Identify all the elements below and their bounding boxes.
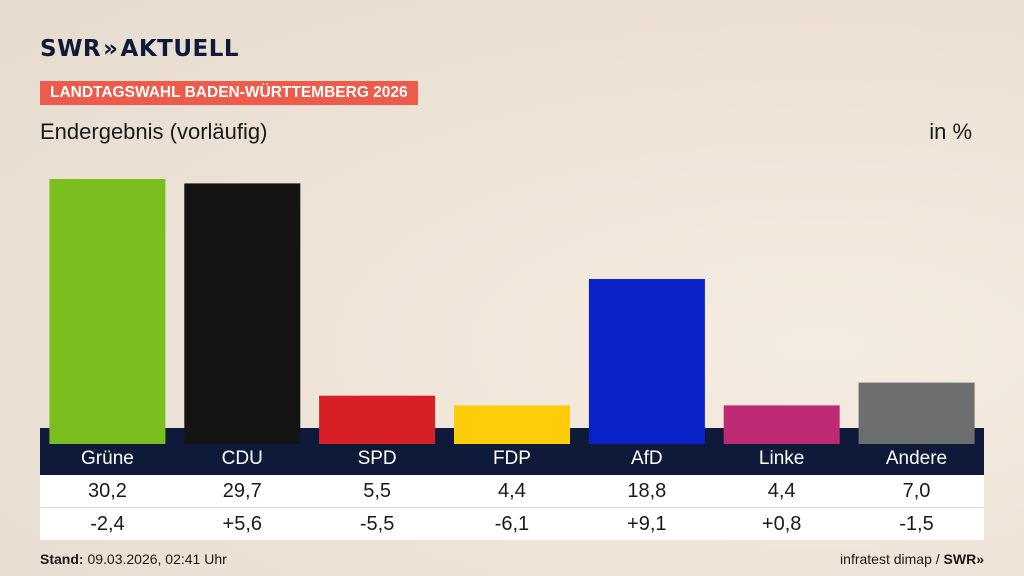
difference-value-grüne: -2,4 xyxy=(90,513,125,535)
election-banner: LANDTAGSWAHL BADEN-WÜRTTEMBERG 2026 xyxy=(40,81,418,105)
result-value-linke: 4,4 xyxy=(767,480,796,502)
difference-value-andere: -1,5 xyxy=(899,513,934,535)
result-value-fdp: 4,4 xyxy=(498,480,526,502)
results-table: Grüne CDU SPD FDP AfD Linke Andere 30,2 29,7 5,5… xyxy=(40,428,984,540)
timestamp: Stand: 09.03.2026, 02:41 Uhr xyxy=(40,551,227,567)
difference-value-linke: +0,8 xyxy=(761,513,802,535)
source-credit: infratest dimap / SWR» xyxy=(840,551,984,567)
bar-cdu xyxy=(184,183,301,444)
bar-afd xyxy=(588,279,705,444)
party-label-spd: SPD xyxy=(357,448,397,469)
party-label-grüne: Grüne xyxy=(81,448,134,469)
party-label-fdp: FDP xyxy=(492,448,531,469)
chart-subtitle: Endergebnis (vorläufig) xyxy=(40,119,268,144)
difference-value-fdp: -6,1 xyxy=(494,513,530,535)
unit-label: in % xyxy=(929,119,972,144)
party-label-linke: Linke xyxy=(758,448,805,469)
party-name-row: Grüne CDU SPD FDP AfD Linke Andere xyxy=(40,428,984,475)
difference-value-afd: +9,1 xyxy=(627,513,667,535)
bar-grüne xyxy=(49,179,166,444)
difference-row: -2,4 +5,6 -5,5 -6,1 +9,1 +0,8 -1,5 xyxy=(40,508,984,540)
difference-value-cdu: +5,6 xyxy=(222,513,262,535)
party-label-andere: Andere xyxy=(885,448,948,469)
party-label-afd: AfD xyxy=(630,448,663,469)
result-value-grüne: 30,2 xyxy=(87,480,127,502)
result-value-row: 30,2 29,7 5,5 4,4 18,8 4,4 7,0 xyxy=(40,475,984,508)
difference-value-spd: -5,5 xyxy=(359,513,395,535)
swr-aktuell-logo: SWR»AKTUELL xyxy=(40,36,240,62)
result-value-andere: 7,0 xyxy=(902,480,931,502)
result-value-afd: 18,8 xyxy=(627,480,667,502)
party-label-cdu: CDU xyxy=(221,448,263,469)
result-value-spd: 5,5 xyxy=(363,480,392,502)
result-value-cdu: 29,7 xyxy=(222,480,262,502)
